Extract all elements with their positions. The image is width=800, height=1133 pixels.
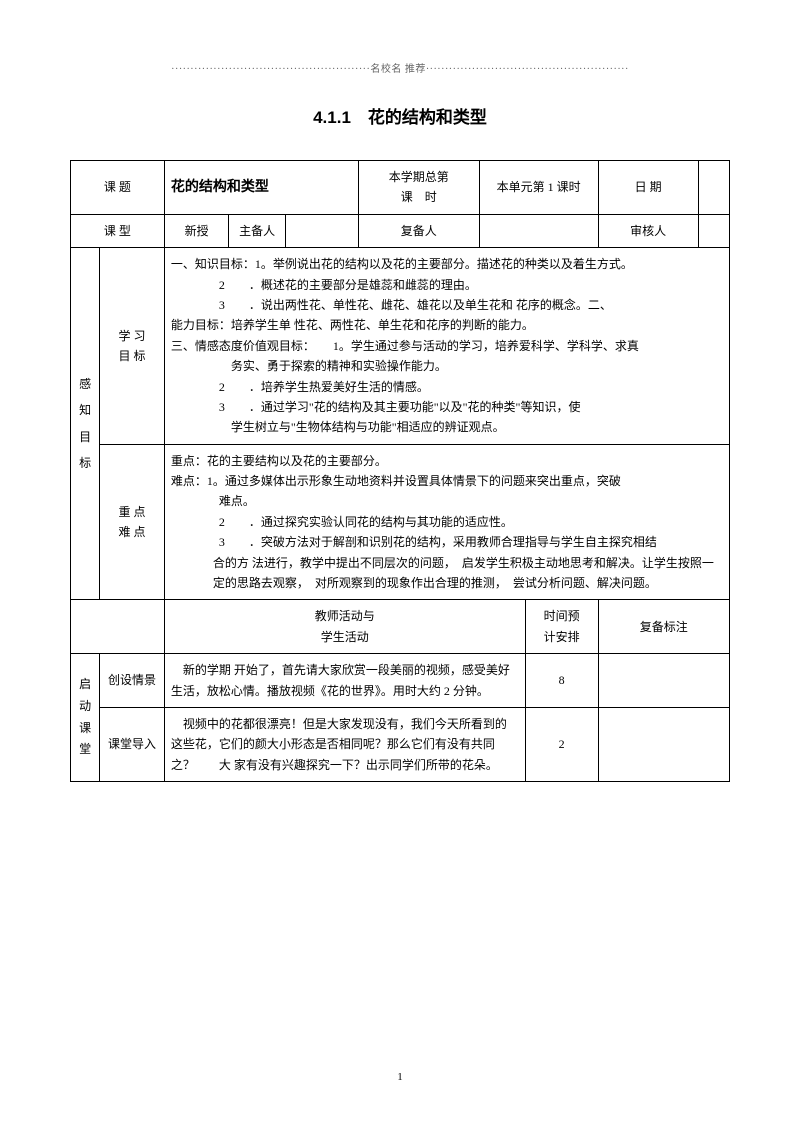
main-preparer-label: 主备人 bbox=[229, 214, 285, 247]
type-label: 课 型 bbox=[71, 214, 165, 247]
chuangshe-label: 创设情景 bbox=[100, 654, 165, 708]
zd-l2: 难点：1。通过多媒体出示形象生动地资料并设置具体情景下的问题来突出重点，突破 bbox=[171, 474, 621, 488]
xx-l6: 务实、勇于探索的精神和实验操作能力。 bbox=[171, 356, 723, 376]
xx-l2: 2 ．概述花的主要部分是雄蕊和雌蕊的理由。 bbox=[171, 275, 723, 295]
activity-header-col2: 时间预 计安排 bbox=[525, 600, 598, 654]
co-preparer-value bbox=[479, 214, 598, 247]
semester-label-line2: 课 时 bbox=[401, 190, 437, 204]
xx-l9: 学生树立与"生物体结构与功能"相适应的辨证观点。 bbox=[171, 417, 723, 437]
xuexi-mubiao-content: 一、知识目标：1。举例说出花的结构以及花的主要部分。描述花的种类以及着生方式。 … bbox=[164, 248, 729, 445]
table-row: 课 题 花的结构和类型 本学期总第 课 时 本单元第 1 课时 日 期 bbox=[71, 161, 730, 215]
daoru-note bbox=[598, 707, 729, 781]
xx-l5: 三、情感态度价值观目标： 1。学生通过参与活动的学习，培养爱科学、学科学、求真 bbox=[171, 339, 639, 353]
daoru-time: 2 bbox=[525, 707, 598, 781]
zd-l4: 2 ．通过探究实验认同花的结构与其功能的适应性。 bbox=[171, 512, 723, 532]
unit-label: 本单元第 1 课时 bbox=[479, 161, 598, 215]
reviewer-value bbox=[698, 214, 729, 247]
co-preparer-label: 复备人 bbox=[358, 214, 479, 247]
zd-l3: 难点。 bbox=[171, 491, 723, 511]
table-row: 感知 目标 学 习 目 标 一、知识目标：1。举例说出花的结构以及花的主要部分。… bbox=[71, 248, 730, 445]
keti-value: 花的结构和类型 bbox=[164, 161, 358, 215]
date-value bbox=[698, 161, 729, 215]
semester-label-line1: 本学期总第 bbox=[389, 170, 449, 184]
ganzhi-mubiao-label: 感知 目标 bbox=[71, 248, 100, 600]
empty-header bbox=[71, 600, 165, 654]
chuangshe-note bbox=[598, 654, 729, 708]
date-label: 日 期 bbox=[598, 161, 698, 215]
header-dotted-line: ········································… bbox=[70, 60, 730, 75]
page-title: 4.1.1 花的结构和类型 bbox=[70, 103, 730, 128]
xx-l7: 2 ．培养学生热爱美好生活的情感。 bbox=[171, 377, 723, 397]
xx-l3: 3 ．说出两性花、单性花、雌花、雄花以及单生花和 花序的概念。二、 bbox=[171, 295, 723, 315]
zd-l6: 合的方 法进行，教学中提出不同层次的问题， 启发学生积极主动地思考和解决。让学生… bbox=[171, 553, 723, 594]
unit-b: 课时 bbox=[557, 180, 581, 194]
xx-l1: 一、知识目标：1。举例说出花的结构以及花的主要部分。描述花的种类以及着生方式。 bbox=[171, 257, 633, 271]
main-preparer-value bbox=[285, 214, 358, 247]
table-row: 课堂导入 视频中的花都很漂亮！但是大家发现没有，我们今天所看到的这些花，它们的颜… bbox=[71, 707, 730, 781]
reviewer-label: 审核人 bbox=[598, 214, 698, 247]
xuexi-mubiao-label: 学 习 目 标 bbox=[100, 248, 165, 445]
zd-l5: 3 ．突破方法对于解剖和识别花的结构，采用教师合理指导与学生自主探究相结 bbox=[171, 532, 723, 552]
chuangshe-time: 8 bbox=[525, 654, 598, 708]
daoru-label: 课堂导入 bbox=[100, 707, 165, 781]
daoru-content: 视频中的花都很漂亮！但是大家发现没有，我们今天所看到的这些花，它们的颜大小形态是… bbox=[164, 707, 525, 781]
activity-header-col3: 复备标注 bbox=[598, 600, 729, 654]
mubiao-text: 目标 bbox=[79, 430, 91, 470]
lesson-plan-table: 课 题 花的结构和类型 本学期总第 课 时 本单元第 1 课时 日 期 课 型 … bbox=[70, 160, 730, 782]
type-value: 新授 bbox=[164, 214, 229, 247]
page-number: 1 bbox=[0, 1071, 800, 1083]
zd-l1: 重点：花的主要结构以及花的主要部分。 bbox=[171, 454, 387, 468]
unit-a: 本单元第 bbox=[497, 180, 545, 194]
qidong-ketang-label: 启 动 课 堂 bbox=[71, 654, 100, 782]
semester-label: 本学期总第 课 时 bbox=[358, 161, 479, 215]
table-row: 启 动 课 堂 创设情景 新的学期 开始了，首先请大家欣赏一段美丽的视频，感受美… bbox=[71, 654, 730, 708]
zhongdian-label: 重 点 难 点 bbox=[100, 444, 165, 600]
ganzhi-text: 感知 bbox=[79, 377, 91, 417]
xx-l4: 能力目标：培养学生单 性花、两性花、单生花和花序的判断的能力。 bbox=[171, 318, 534, 332]
chuangshe-content: 新的学期 开始了，首先请大家欣赏一段美丽的视频，感受美好生活，放松心情。播放视频… bbox=[164, 654, 525, 708]
table-row: 教师活动与 学生活动 时间预 计安排 复备标注 bbox=[71, 600, 730, 654]
table-row: 课 型 新授 主备人 复备人 审核人 bbox=[71, 214, 730, 247]
zhongdian-content: 重点：花的主要结构以及花的主要部分。 难点：1。通过多媒体出示形象生动地资料并设… bbox=[164, 444, 729, 600]
unit-num: 1 bbox=[548, 180, 554, 194]
xx-l8: 3 ．通过学习"花的结构及其主要功能"以及"花的种类"等知识，使 bbox=[171, 397, 723, 417]
keti-label: 课 题 bbox=[71, 161, 165, 215]
activity-header-col1: 教师活动与 学生活动 bbox=[164, 600, 525, 654]
table-row: 重 点 难 点 重点：花的主要结构以及花的主要部分。 难点：1。通过多媒体出示形… bbox=[71, 444, 730, 600]
